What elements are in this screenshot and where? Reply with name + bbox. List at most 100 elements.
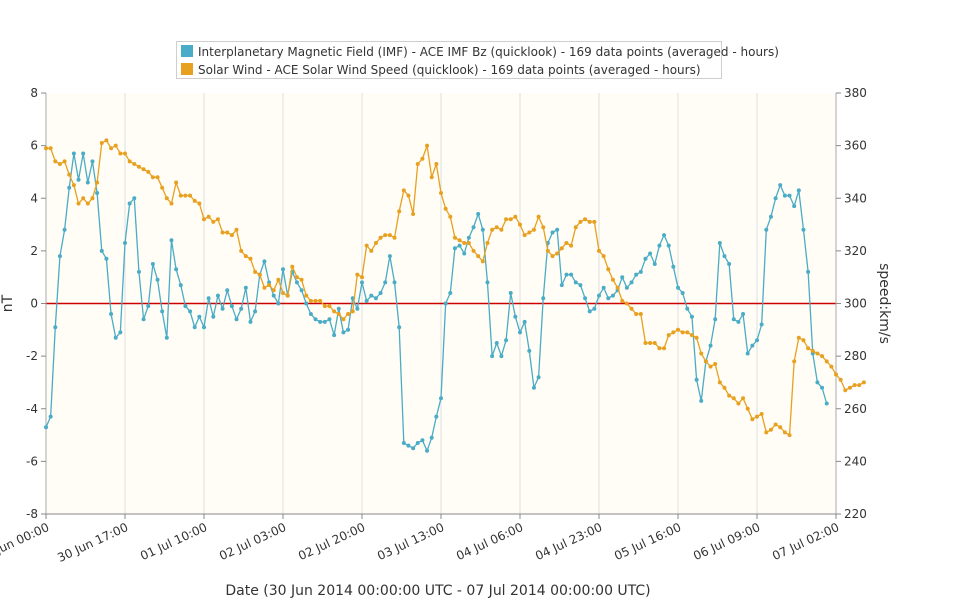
- data-point-solar-wind[interactable]: [671, 330, 676, 335]
- data-point-solar-wind[interactable]: [387, 233, 392, 238]
- data-point-imf[interactable]: [531, 385, 536, 390]
- data-point-imf[interactable]: [57, 254, 62, 259]
- data-point-imf[interactable]: [462, 251, 467, 256]
- data-point-imf[interactable]: [787, 193, 792, 198]
- data-point-solar-wind[interactable]: [257, 272, 262, 277]
- data-point-solar-wind[interactable]: [527, 230, 532, 235]
- data-point-imf[interactable]: [48, 414, 53, 419]
- data-point-solar-wind[interactable]: [415, 162, 420, 166]
- data-point-solar-wind[interactable]: [583, 217, 588, 222]
- legend-item-solar-wind[interactable]: Solar Wind - ACE Solar Wind Speed (quick…: [181, 63, 701, 77]
- data-point-imf[interactable]: [336, 306, 341, 311]
- data-point-solar-wind[interactable]: [559, 246, 564, 251]
- data-point-solar-wind[interactable]: [597, 248, 601, 253]
- data-point-solar-wind[interactable]: [741, 396, 746, 401]
- data-point-solar-wind[interactable]: [824, 359, 829, 364]
- data-point-imf[interactable]: [262, 259, 267, 264]
- data-point-solar-wind[interactable]: [680, 330, 685, 335]
- data-point-solar-wind[interactable]: [717, 380, 722, 385]
- data-point-solar-wind[interactable]: [861, 380, 866, 385]
- data-point-imf[interactable]: [527, 348, 532, 353]
- data-point-imf[interactable]: [457, 243, 462, 248]
- data-point-solar-wind[interactable]: [327, 304, 332, 309]
- data-point-solar-wind[interactable]: [736, 401, 741, 406]
- data-point-imf[interactable]: [308, 312, 313, 316]
- data-point-solar-wind[interactable]: [564, 241, 569, 245]
- data-point-imf[interactable]: [169, 238, 174, 243]
- data-point-imf[interactable]: [796, 188, 801, 193]
- data-point-solar-wind[interactable]: [67, 172, 72, 177]
- data-point-imf[interactable]: [164, 335, 169, 340]
- data-point-imf[interactable]: [773, 196, 778, 201]
- data-point-imf[interactable]: [541, 296, 546, 301]
- data-point-solar-wind[interactable]: [545, 248, 550, 253]
- data-point-solar-wind[interactable]: [773, 422, 778, 427]
- data-point-imf[interactable]: [299, 288, 304, 293]
- data-point-imf[interactable]: [183, 304, 188, 309]
- data-point-solar-wind[interactable]: [369, 248, 374, 253]
- data-point-solar-wind[interactable]: [787, 433, 792, 438]
- data-point-imf[interactable]: [606, 296, 611, 301]
- data-point-solar-wind[interactable]: [768, 427, 773, 432]
- data-point-imf[interactable]: [555, 227, 560, 232]
- data-point-solar-wind[interactable]: [234, 227, 239, 232]
- data-point-solar-wind[interactable]: [490, 227, 495, 232]
- data-point-imf[interactable]: [518, 330, 522, 335]
- data-point-imf[interactable]: [95, 191, 100, 195]
- data-point-imf[interactable]: [243, 285, 248, 290]
- data-point-imf[interactable]: [392, 280, 397, 285]
- data-point-solar-wind[interactable]: [425, 143, 430, 148]
- data-point-imf[interactable]: [768, 214, 773, 219]
- data-point-imf[interactable]: [638, 269, 643, 274]
- data-point-imf[interactable]: [476, 212, 481, 216]
- data-point-imf[interactable]: [90, 159, 95, 164]
- data-point-imf[interactable]: [494, 341, 499, 345]
- data-point-imf[interactable]: [271, 293, 276, 298]
- data-point-solar-wind[interactable]: [457, 238, 462, 243]
- data-point-imf[interactable]: [485, 280, 490, 285]
- data-point-solar-wind[interactable]: [494, 225, 499, 230]
- data-point-solar-wind[interactable]: [778, 425, 783, 430]
- data-point-solar-wind[interactable]: [360, 275, 364, 280]
- data-point-imf[interactable]: [215, 293, 220, 298]
- data-point-solar-wind[interactable]: [657, 346, 662, 351]
- data-point-imf[interactable]: [318, 319, 323, 324]
- data-point-imf[interactable]: [202, 325, 206, 330]
- data-point-solar-wind[interactable]: [722, 385, 727, 390]
- data-point-imf[interactable]: [104, 256, 109, 261]
- data-point-imf[interactable]: [601, 285, 606, 290]
- data-point-imf[interactable]: [136, 269, 141, 274]
- data-point-solar-wind[interactable]: [267, 283, 272, 288]
- data-point-solar-wind[interactable]: [132, 162, 137, 166]
- data-point-imf[interactable]: [150, 262, 155, 266]
- data-point-solar-wind[interactable]: [755, 414, 759, 419]
- data-point-solar-wind[interactable]: [225, 230, 230, 235]
- data-point-solar-wind[interactable]: [243, 254, 248, 259]
- data-point-imf[interactable]: [401, 441, 406, 445]
- data-point-imf[interactable]: [750, 343, 755, 348]
- data-point-solar-wind[interactable]: [652, 341, 657, 345]
- data-point-solar-wind[interactable]: [806, 346, 811, 351]
- data-point-solar-wind[interactable]: [99, 141, 104, 145]
- data-point-imf[interactable]: [499, 354, 504, 359]
- data-point-imf[interactable]: [522, 319, 527, 324]
- data-point-solar-wind[interactable]: [448, 214, 453, 219]
- data-point-imf[interactable]: [583, 296, 588, 301]
- data-point-imf[interactable]: [782, 193, 787, 198]
- data-point-imf[interactable]: [778, 183, 783, 188]
- data-point-imf[interactable]: [513, 314, 518, 319]
- data-point-solar-wind[interactable]: [294, 275, 299, 280]
- data-point-imf[interactable]: [713, 317, 718, 322]
- data-point-imf[interactable]: [466, 235, 471, 240]
- data-point-solar-wind[interactable]: [276, 277, 281, 282]
- data-point-imf[interactable]: [415, 441, 420, 445]
- data-point-solar-wind[interactable]: [643, 341, 648, 345]
- data-point-imf[interactable]: [564, 272, 569, 277]
- data-point-solar-wind[interactable]: [229, 233, 234, 238]
- data-point-solar-wind[interactable]: [123, 151, 127, 156]
- data-point-solar-wind[interactable]: [843, 388, 848, 393]
- data-point-solar-wind[interactable]: [62, 159, 67, 164]
- data-point-solar-wind[interactable]: [750, 417, 755, 422]
- data-point-imf[interactable]: [327, 317, 332, 322]
- legend-item-imf[interactable]: Interplanetary Magnetic Field (IMF) - AC…: [181, 45, 779, 59]
